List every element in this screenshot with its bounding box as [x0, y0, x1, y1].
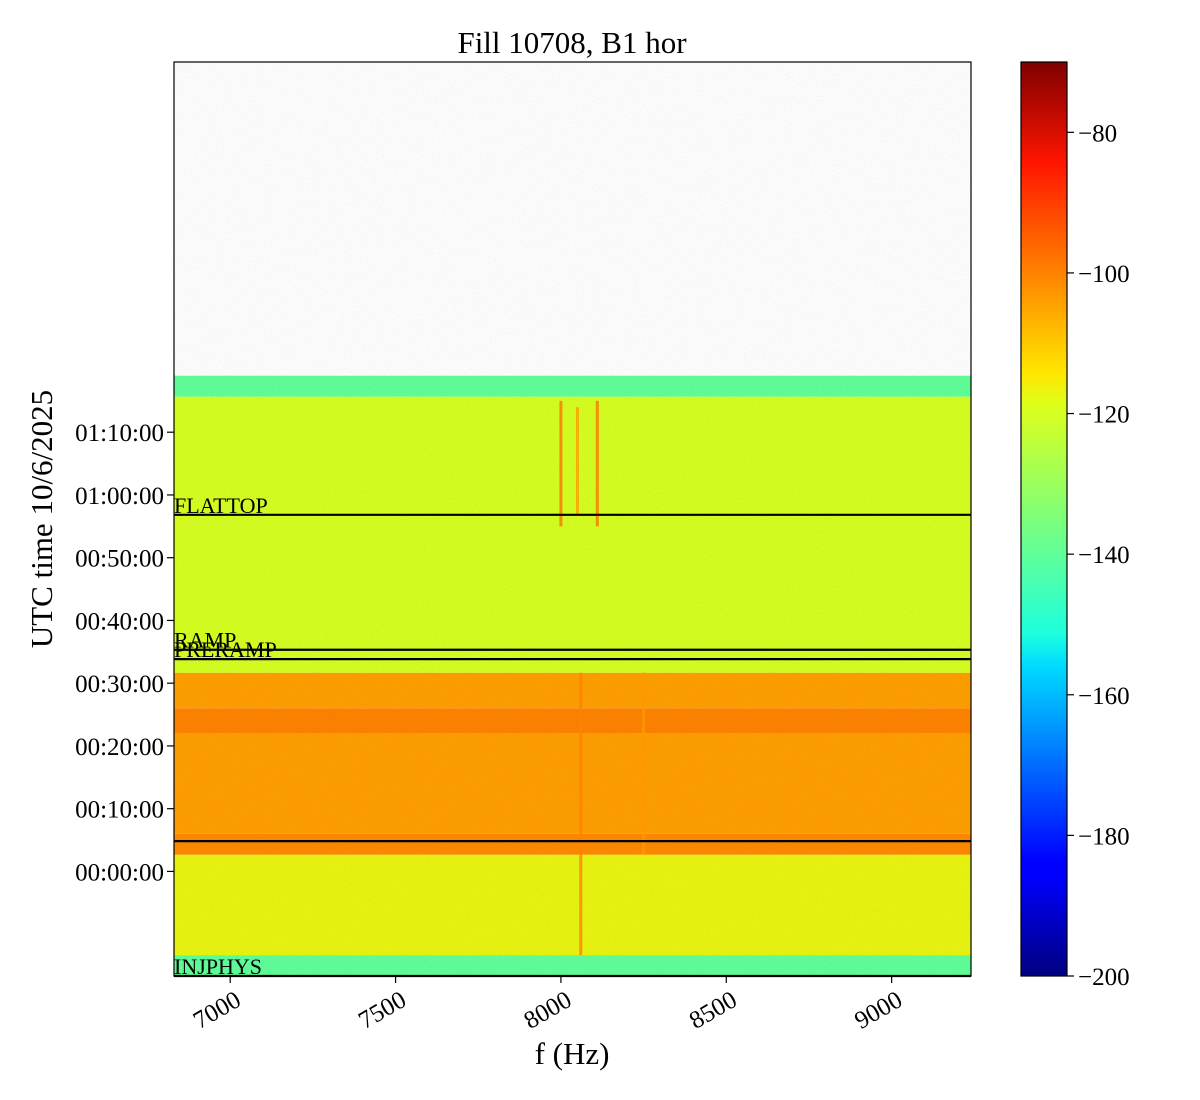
y-tick-label: 00:00:00	[75, 859, 164, 886]
colorbar	[1020, 61, 1068, 977]
x-tick-label: 7500	[354, 986, 411, 1034]
colorbar-tick-label: −180	[1078, 823, 1130, 850]
y-tick-label: 00:30:00	[75, 671, 164, 698]
y-tick-label: 00:40:00	[75, 608, 164, 635]
colorbar-tick-label: −160	[1078, 683, 1130, 710]
x-tick-label: 7000	[189, 986, 246, 1034]
event-label-4: INJPHYS	[174, 954, 262, 979]
y-tick-label: 00:10:00	[75, 797, 164, 824]
x-axis-label: f (Hz)	[535, 1036, 610, 1071]
x-tick-label: 8500	[685, 986, 742, 1034]
spectrogram-noise-texture	[174, 62, 971, 976]
spectral-lines	[559, 400, 791, 956]
y-axis: 00:00:00 00:10:00 00:20:00 00:30:00 00:40:00…	[75, 420, 174, 886]
y-tick-label: 00:50:00	[75, 546, 164, 573]
event-label-1: RAMP	[174, 628, 236, 653]
colorbar-axis: −80 −100 −120 −140 −160 −180 −200	[1067, 120, 1130, 991]
y-tick-label: 01:00:00	[75, 483, 164, 510]
colorbar-tick-label: −140	[1078, 542, 1130, 569]
colorbar-tick-label: −200	[1078, 964, 1130, 991]
colorbar-tick-label: −80	[1078, 120, 1117, 147]
x-axis: 7000 7500 8000 8500 9000	[189, 976, 907, 1035]
x-tick-label: 9000	[850, 986, 907, 1034]
event-label-0: FLATTOP	[174, 493, 268, 518]
y-axis-label: UTC time 10/6/2025	[24, 390, 59, 648]
plot-frame	[173, 61, 972, 977]
chart-title: Fill 10708, B1 hor	[457, 25, 687, 60]
colorbar-tick-label: −120	[1078, 402, 1130, 429]
colorbar-tick-label: −100	[1078, 261, 1130, 288]
y-tick-label: 01:10:00	[75, 420, 164, 447]
event-label-2: PRERAMP	[174, 637, 277, 662]
x-tick-label: 8000	[520, 986, 577, 1034]
y-tick-label: 00:20:00	[75, 734, 164, 761]
